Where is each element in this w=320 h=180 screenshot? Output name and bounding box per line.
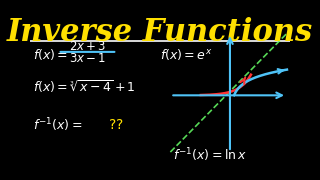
Text: $f^{-1}(x) = \ln x$: $f^{-1}(x) = \ln x$: [173, 147, 247, 164]
Text: $3x-1$: $3x-1$: [69, 53, 106, 66]
Text: $f(x) =$: $f(x) =$: [33, 47, 68, 62]
Text: Inverse Functions: Inverse Functions: [7, 17, 313, 48]
Text: $2x+3$: $2x+3$: [69, 40, 106, 53]
Text: $f(x) = e^x$: $f(x) = e^x$: [160, 47, 212, 62]
Text: $f^{-1}(x) =$: $f^{-1}(x) =$: [33, 117, 83, 134]
Text: $f(x) = \sqrt[3]{x-4}+1$: $f(x) = \sqrt[3]{x-4}+1$: [33, 78, 136, 95]
Text: $? ?$: $? ?$: [108, 118, 124, 132]
